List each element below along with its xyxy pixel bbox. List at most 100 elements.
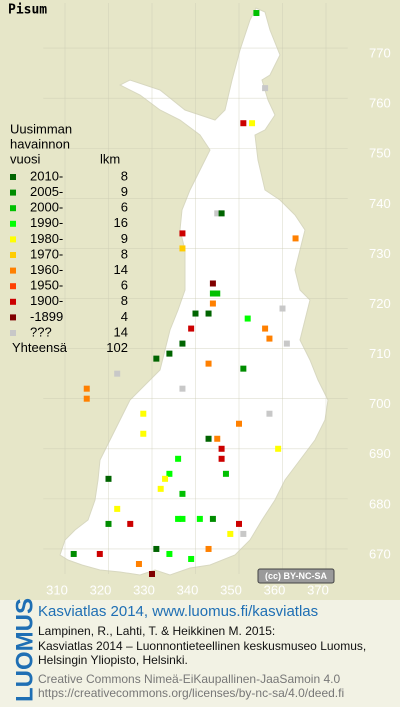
logo: LUOMUS bbox=[11, 598, 38, 702]
observation-square bbox=[240, 120, 247, 127]
citation: Lampinen, R., Lahti, T. & Heikkinen M. 2… bbox=[38, 624, 275, 638]
legend-count: 6 bbox=[121, 200, 128, 215]
observation-square bbox=[275, 445, 282, 452]
observation-square bbox=[240, 365, 247, 372]
citation: Helsingin Yliopisto, Helsinki. bbox=[38, 653, 188, 667]
legend-count: 8 bbox=[121, 168, 128, 183]
legend-label: 1950- bbox=[30, 278, 63, 293]
observation-square bbox=[214, 290, 221, 297]
legend-count: 16 bbox=[114, 215, 128, 230]
observation-square bbox=[105, 520, 112, 527]
legend-count: 9 bbox=[121, 184, 128, 199]
observation-square bbox=[262, 85, 269, 92]
observation-square bbox=[227, 530, 234, 537]
observation-square bbox=[140, 410, 147, 417]
legend-count: 6 bbox=[121, 278, 128, 293]
y-tick-label: 740 bbox=[369, 196, 391, 211]
observation-square bbox=[218, 445, 225, 452]
observation-square bbox=[166, 550, 173, 557]
observation-square bbox=[105, 475, 112, 482]
y-tick-label: 680 bbox=[369, 496, 391, 511]
legend-count: 14 bbox=[114, 262, 128, 277]
legend-count: 14 bbox=[114, 324, 128, 339]
observation-square bbox=[83, 395, 90, 402]
grid bbox=[43, 3, 348, 574]
x-tick-label: 350 bbox=[220, 582, 242, 597]
x-tick-label: 310 bbox=[46, 582, 68, 597]
y-tick-label: 720 bbox=[369, 296, 391, 311]
x-tick-label: 320 bbox=[90, 582, 112, 597]
license: Creative Commons Nimeä-EiKaupallinen-Jaa… bbox=[38, 672, 340, 686]
observation-square bbox=[283, 340, 290, 347]
legend-label: 1900- bbox=[30, 293, 63, 308]
observation-square bbox=[209, 515, 216, 522]
legend-swatch bbox=[10, 330, 16, 336]
legend-swatch bbox=[10, 283, 16, 290]
legend-label: 1970- bbox=[30, 246, 63, 261]
observation-square bbox=[205, 310, 212, 317]
legend-swatch bbox=[10, 298, 16, 305]
observation-square bbox=[205, 360, 212, 367]
x-tick-label: 330 bbox=[133, 582, 155, 597]
legend-count: 8 bbox=[121, 293, 128, 308]
legend-count: 4 bbox=[121, 309, 128, 324]
y-tick-label: 710 bbox=[369, 346, 391, 361]
observation-square bbox=[214, 435, 221, 442]
legend-swatch bbox=[10, 205, 16, 212]
observation-square bbox=[70, 550, 77, 557]
observation-square bbox=[153, 355, 160, 362]
observation-square bbox=[266, 410, 273, 417]
license-url[interactable]: https://creativecommons.org/licenses/by-… bbox=[38, 686, 344, 700]
observation-square bbox=[166, 350, 173, 357]
atlas-link[interactable]: Kasviatlas 2014, www.luomus.fi/kasviatla… bbox=[38, 603, 318, 620]
observation-square bbox=[218, 210, 225, 217]
legend-swatch bbox=[10, 314, 16, 321]
observation-square bbox=[192, 310, 199, 317]
legend-count: 8 bbox=[121, 246, 128, 261]
observation-square bbox=[166, 470, 173, 477]
legend-count: 9 bbox=[121, 231, 128, 246]
observation-square bbox=[244, 315, 251, 322]
observation-square bbox=[253, 10, 260, 17]
observation-square bbox=[222, 470, 229, 477]
legend-swatch bbox=[10, 267, 16, 274]
observation-square bbox=[149, 571, 155, 577]
y-tick-label: 670 bbox=[369, 546, 391, 561]
legend-swatch bbox=[10, 252, 16, 258]
observation-square bbox=[236, 420, 242, 427]
observation-square bbox=[188, 555, 195, 562]
observation-square bbox=[179, 340, 186, 347]
legend-heading: Uusimman bbox=[10, 121, 72, 136]
observation-square bbox=[96, 550, 103, 557]
legend-label: 1990- bbox=[30, 215, 63, 230]
legend-swatch bbox=[10, 220, 16, 227]
observation-square bbox=[114, 505, 121, 512]
y-tick-label: 690 bbox=[369, 446, 391, 461]
legend-label: 2010- bbox=[30, 168, 63, 183]
observation-square bbox=[209, 290, 216, 297]
y-tick-label: 730 bbox=[369, 246, 391, 261]
observation-square bbox=[127, 520, 134, 527]
legend-label: 1980- bbox=[30, 231, 63, 246]
map-title: Pisum bbox=[8, 3, 47, 18]
y-tick-label: 750 bbox=[369, 146, 391, 161]
cc-badge bbox=[257, 568, 335, 584]
observation-square bbox=[135, 560, 142, 567]
observations bbox=[70, 10, 299, 577]
observation-square bbox=[209, 280, 216, 287]
legend-label: -1899 bbox=[30, 309, 63, 324]
observation-square bbox=[179, 515, 186, 522]
observation-square bbox=[179, 385, 186, 392]
observation-square bbox=[240, 530, 247, 537]
citation: Kasviatlas 2014 – Luonnontieteellinen ke… bbox=[38, 639, 366, 653]
legend-label: ??? bbox=[30, 324, 52, 339]
observation-square bbox=[266, 335, 273, 342]
observation-square bbox=[179, 230, 186, 237]
legend-label: 2000- bbox=[30, 200, 63, 215]
legend-count-heading: lkm bbox=[100, 151, 120, 166]
observation-square bbox=[292, 235, 299, 242]
observation-square bbox=[114, 370, 121, 377]
